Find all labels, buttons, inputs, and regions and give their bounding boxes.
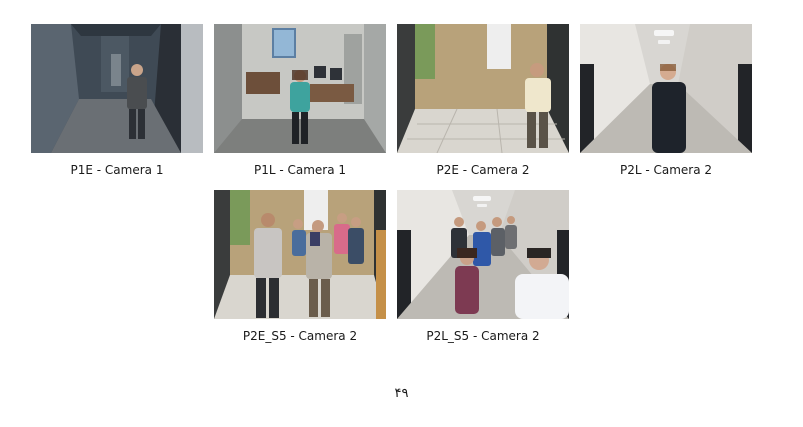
figure-p2e-s5: P2E_S5 - Camera 2	[214, 190, 386, 343]
figure-caption: P2E - Camera 2	[436, 163, 530, 177]
figure-p2e: P2E - Camera 2	[397, 24, 569, 177]
figure-caption: P1L - Camera 1	[253, 163, 347, 177]
surveillance-image-p2e	[397, 24, 569, 153]
figure-p1l: P1L - Camera 1	[214, 24, 386, 177]
figure-caption: P2L_S5 - Camera 2	[426, 329, 540, 343]
surveillance-image-p2e-s5	[214, 190, 386, 319]
figure-p1e: P1E - Camera 1	[31, 24, 203, 177]
figure-p2l: P2L - Camera 2	[580, 24, 752, 177]
figure-p2l-s5: P2L_S5 - Camera 2	[397, 190, 569, 343]
surveillance-image-p1e	[31, 24, 203, 153]
figure-caption: P2E_S5 - Camera 2	[242, 329, 358, 343]
surveillance-image-p2l-s5	[397, 190, 569, 319]
figure-caption: P1E - Camera 1	[70, 163, 164, 177]
page-number: ۴۹	[394, 386, 409, 401]
figure-caption: P2L - Camera 2	[619, 163, 713, 177]
surveillance-image-p1l	[214, 24, 386, 153]
surveillance-image-p2l	[580, 24, 752, 153]
